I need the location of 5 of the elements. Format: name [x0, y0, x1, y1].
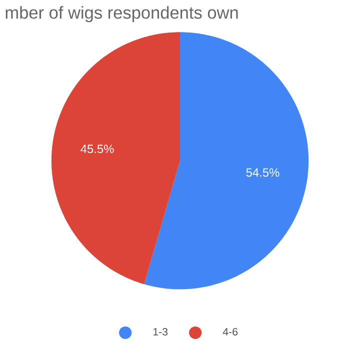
data-label: 54.5%: [246, 168, 280, 177]
legend-label: 1-3: [153, 328, 168, 336]
legend-label: 4-6: [222, 328, 238, 336]
chart-title: mber of wigs respondents own: [6, 6, 238, 22]
data-label: 45.5%: [80, 144, 114, 154]
